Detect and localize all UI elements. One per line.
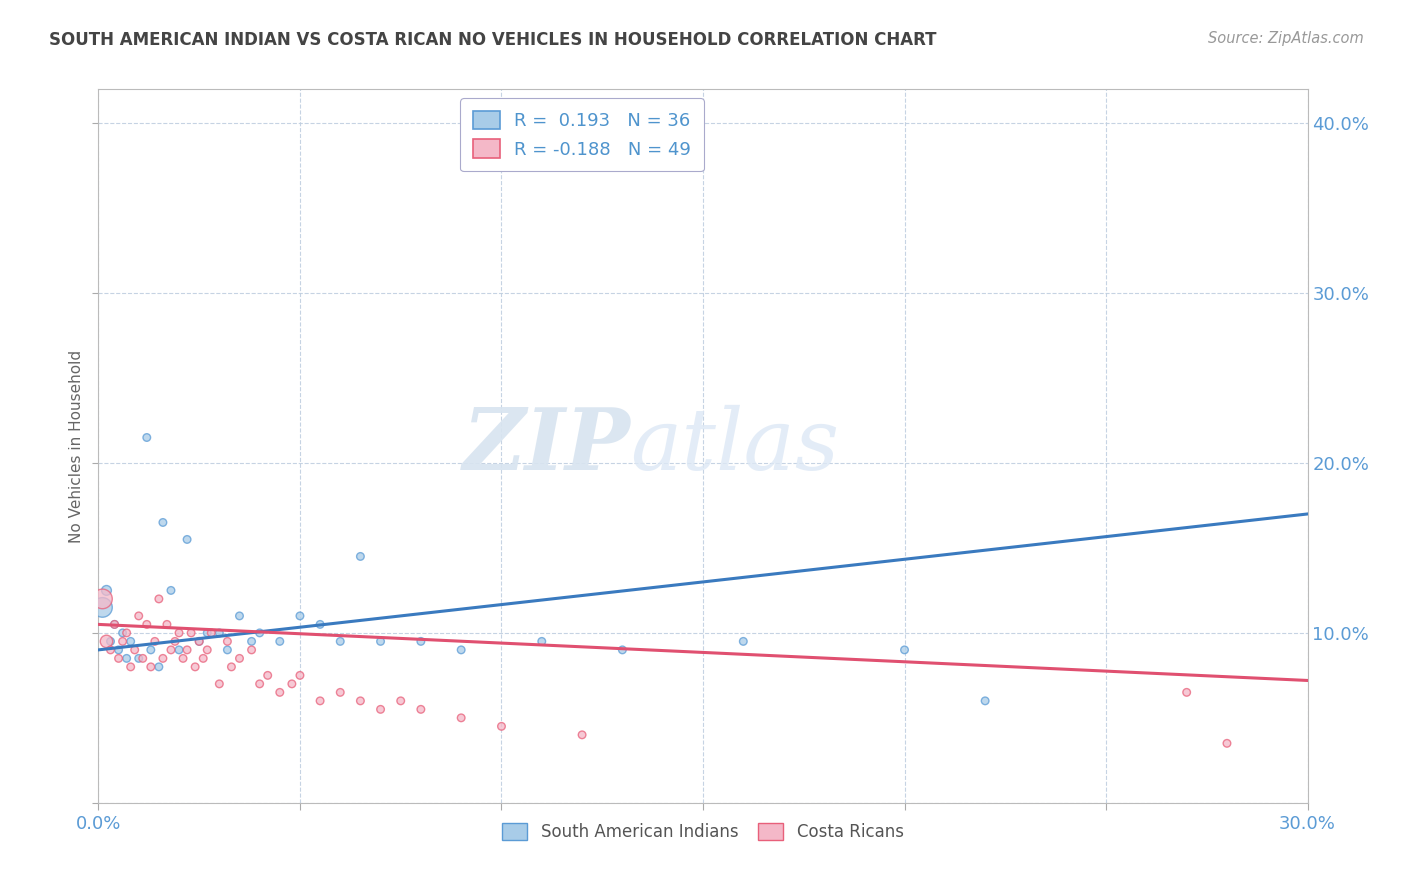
Point	[135, 430, 157, 444]
Point	[491, 719, 513, 733]
Point	[208, 677, 231, 691]
Point	[120, 634, 142, 648]
Point	[249, 626, 271, 640]
Point	[132, 651, 155, 665]
Point	[288, 608, 311, 623]
Point	[160, 643, 183, 657]
Point	[163, 634, 186, 648]
Point	[135, 617, 157, 632]
Point	[167, 626, 190, 640]
Point	[96, 583, 118, 598]
Point	[409, 702, 432, 716]
Point	[281, 677, 304, 691]
Text: Source: ZipAtlas.com: Source: ZipAtlas.com	[1208, 31, 1364, 46]
Point	[188, 634, 211, 648]
Point	[124, 643, 146, 657]
Point	[208, 626, 231, 640]
Point	[240, 634, 263, 648]
Point	[139, 643, 162, 657]
Point	[389, 694, 412, 708]
Point	[167, 643, 190, 657]
Point	[184, 660, 207, 674]
Point	[309, 694, 332, 708]
Point	[128, 651, 150, 665]
Point	[571, 728, 593, 742]
Point	[256, 668, 278, 682]
Point	[349, 549, 371, 564]
Point	[139, 660, 162, 674]
Point	[107, 651, 129, 665]
Point	[612, 643, 634, 657]
Point	[217, 643, 239, 657]
Point	[120, 660, 142, 674]
Point	[228, 608, 250, 623]
Point	[143, 634, 166, 648]
Point	[217, 634, 239, 648]
Point	[103, 617, 125, 632]
Point	[111, 634, 134, 648]
Point	[188, 634, 211, 648]
Point	[111, 626, 134, 640]
Point	[152, 651, 174, 665]
Point	[115, 651, 138, 665]
Legend: South American Indians, Costa Ricans: South American Indians, Costa Ricans	[496, 816, 910, 848]
Point	[100, 643, 122, 657]
Point	[733, 634, 755, 648]
Point	[160, 583, 183, 598]
Point	[1216, 736, 1239, 750]
Point	[172, 651, 194, 665]
Point	[249, 677, 271, 691]
Point	[91, 591, 114, 606]
Point	[148, 591, 170, 606]
Point	[269, 685, 291, 699]
Point	[176, 643, 198, 657]
Point	[329, 685, 352, 699]
Point	[176, 533, 198, 547]
Point	[530, 634, 553, 648]
Point	[288, 668, 311, 682]
Point	[893, 643, 915, 657]
Point	[195, 643, 218, 657]
Point	[370, 634, 392, 648]
Point	[269, 634, 291, 648]
Point	[370, 702, 392, 716]
Point	[128, 608, 150, 623]
Point	[100, 634, 122, 648]
Point	[195, 626, 218, 640]
Point	[96, 634, 118, 648]
Point	[200, 626, 222, 640]
Point	[103, 617, 125, 632]
Point	[115, 626, 138, 640]
Point	[148, 660, 170, 674]
Point	[156, 617, 179, 632]
Point	[1175, 685, 1198, 699]
Point	[349, 694, 371, 708]
Point	[228, 651, 250, 665]
Point	[240, 643, 263, 657]
Point	[221, 660, 243, 674]
Text: SOUTH AMERICAN INDIAN VS COSTA RICAN NO VEHICLES IN HOUSEHOLD CORRELATION CHART: SOUTH AMERICAN INDIAN VS COSTA RICAN NO …	[49, 31, 936, 49]
Point	[309, 617, 332, 632]
Point	[329, 634, 352, 648]
Point	[450, 643, 472, 657]
Y-axis label: No Vehicles in Household: No Vehicles in Household	[69, 350, 84, 542]
Point	[152, 516, 174, 530]
Point	[91, 600, 114, 615]
Point	[107, 643, 129, 657]
Point	[193, 651, 215, 665]
Point	[409, 634, 432, 648]
Point	[180, 626, 202, 640]
Point	[974, 694, 997, 708]
Text: atlas: atlas	[630, 405, 839, 487]
Text: ZIP: ZIP	[463, 404, 630, 488]
Point	[450, 711, 472, 725]
